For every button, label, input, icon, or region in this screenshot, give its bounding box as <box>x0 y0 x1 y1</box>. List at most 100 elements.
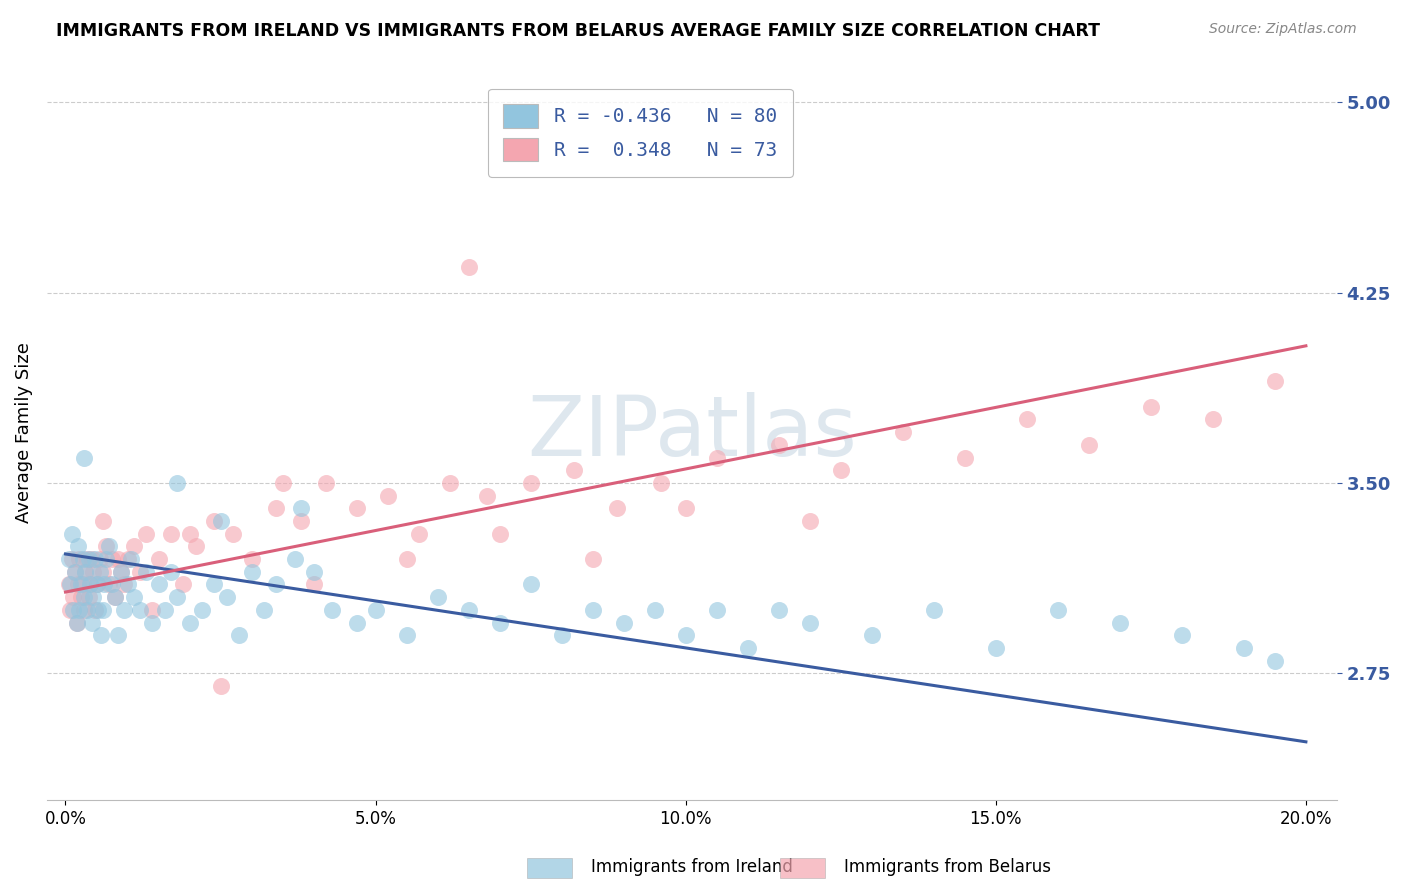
Point <box>70 577 93 591</box>
Point <box>650 475 672 490</box>
Point <box>953 450 976 465</box>
Point <box>72 552 94 566</box>
Point <box>82 565 104 579</box>
Point <box>364 603 387 617</box>
Point <box>799 615 821 630</box>
Point <box>166 590 188 604</box>
Point <box>1046 603 1069 617</box>
Text: Source: ZipAtlas.com: Source: ZipAtlas.com <box>1209 22 1357 37</box>
Point <box>737 640 759 655</box>
Point <box>153 603 176 617</box>
Point <box>73 603 96 617</box>
Point <box>104 590 127 604</box>
Point <box>70 590 93 604</box>
Y-axis label: Average Family Size: Average Family Size <box>15 342 32 523</box>
Point <box>91 565 114 579</box>
Text: Immigrants from Belarus: Immigrants from Belarus <box>844 858 1050 876</box>
Point <box>488 615 510 630</box>
Point <box>488 526 510 541</box>
Point <box>209 679 232 693</box>
Point <box>117 552 139 566</box>
Point <box>86 577 108 591</box>
Point <box>122 540 145 554</box>
Point <box>184 540 207 554</box>
Point <box>93 577 115 591</box>
Point <box>346 615 368 630</box>
Point <box>1264 654 1286 668</box>
Point <box>77 552 100 566</box>
Point <box>91 514 114 528</box>
Point <box>644 603 666 617</box>
Point <box>439 475 461 490</box>
Point <box>148 552 170 566</box>
Point <box>84 552 107 566</box>
Point <box>76 552 98 566</box>
Point <box>302 565 325 579</box>
Point <box>67 603 90 617</box>
Point <box>519 475 541 490</box>
Point <box>75 565 97 579</box>
Point <box>94 552 117 566</box>
Text: Immigrants from Ireland: Immigrants from Ireland <box>591 858 793 876</box>
Point <box>253 603 276 617</box>
Point <box>84 603 107 617</box>
Point <box>675 628 697 642</box>
Point <box>101 577 124 591</box>
Point <box>613 615 636 630</box>
Point <box>112 577 135 591</box>
Point <box>97 577 120 591</box>
Point <box>66 615 89 630</box>
Point <box>172 577 194 591</box>
Point <box>377 489 399 503</box>
Point <box>984 640 1007 655</box>
Point <box>302 577 325 591</box>
Point <box>179 526 201 541</box>
Point <box>89 565 111 579</box>
Point <box>457 260 479 274</box>
Point <box>86 577 108 591</box>
Point <box>59 577 82 591</box>
Point <box>179 615 201 630</box>
Point <box>135 565 157 579</box>
Legend: R = -0.436   N = 80, R =  0.348   N = 73: R = -0.436 N = 80, R = 0.348 N = 73 <box>488 88 793 177</box>
Point <box>1264 375 1286 389</box>
Point <box>90 628 112 642</box>
Point <box>202 577 225 591</box>
Point <box>395 628 418 642</box>
Point <box>62 603 84 617</box>
Point <box>228 628 250 642</box>
Point <box>768 438 790 452</box>
Point <box>97 540 120 554</box>
Point <box>860 628 883 642</box>
Point <box>72 577 94 591</box>
Point <box>1077 438 1099 452</box>
Point <box>290 501 312 516</box>
Point <box>66 577 89 591</box>
Point <box>266 577 288 591</box>
Point <box>91 603 114 617</box>
Point <box>107 628 129 642</box>
Point <box>66 615 89 630</box>
Point <box>519 577 541 591</box>
Point <box>202 514 225 528</box>
Point <box>141 615 163 630</box>
Point <box>60 526 83 541</box>
Point <box>1171 628 1194 642</box>
Point <box>66 540 89 554</box>
Point <box>82 590 104 604</box>
Point <box>120 552 142 566</box>
Point <box>94 540 117 554</box>
Point <box>67 552 90 566</box>
Point <box>582 603 605 617</box>
Point <box>891 425 914 439</box>
Point <box>706 603 728 617</box>
Point <box>117 577 139 591</box>
Point <box>1233 640 1256 655</box>
Point <box>1108 615 1130 630</box>
Point <box>60 552 83 566</box>
Point <box>73 590 96 604</box>
Point <box>395 552 418 566</box>
Point <box>675 501 697 516</box>
Point <box>58 552 80 566</box>
Point <box>215 590 238 604</box>
